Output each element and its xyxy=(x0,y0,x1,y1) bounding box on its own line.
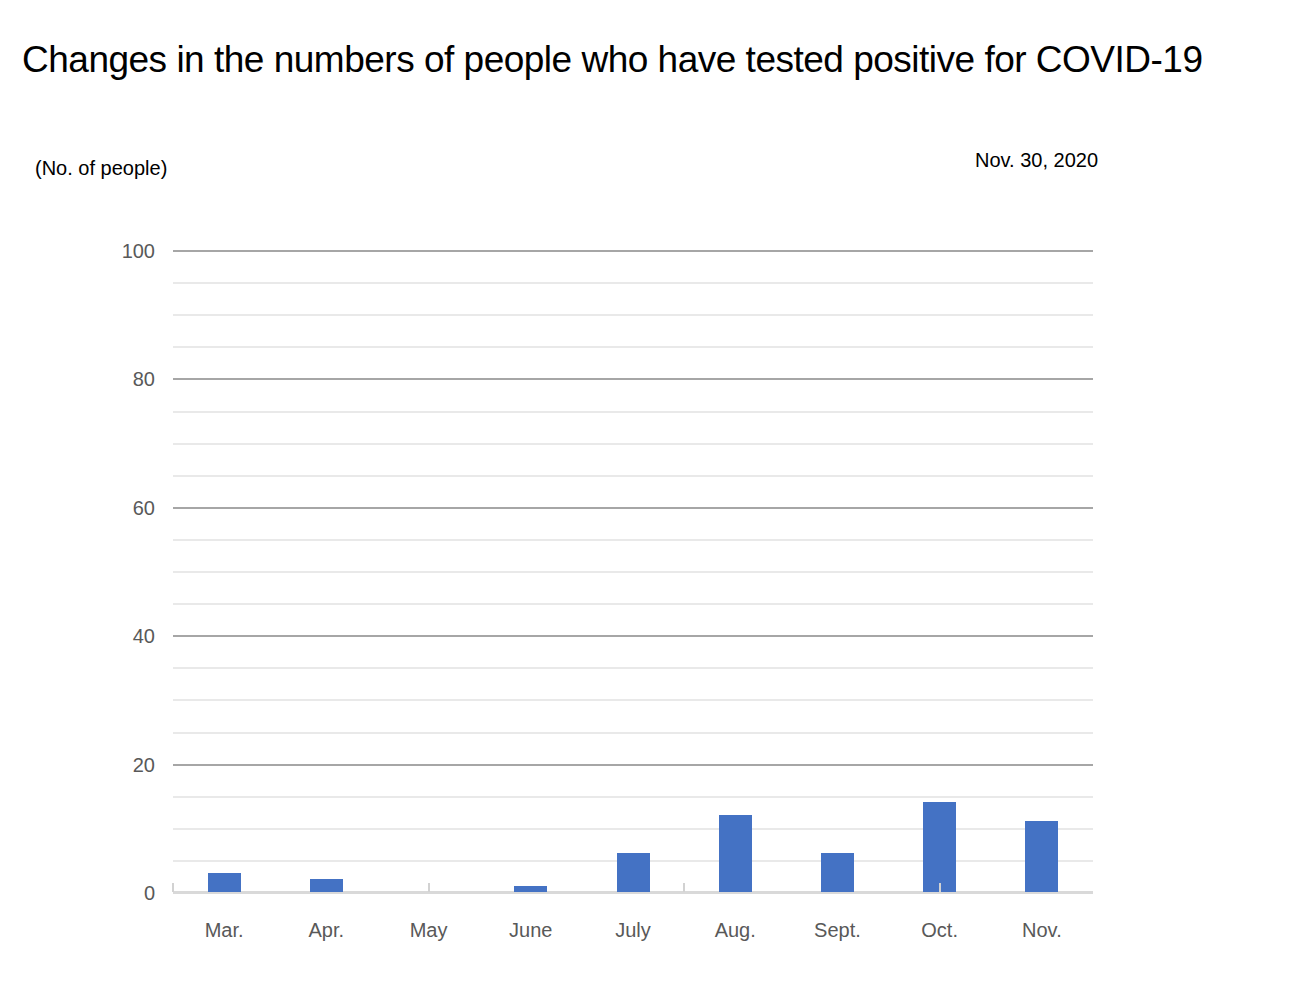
major-gridline xyxy=(173,764,1093,766)
x-axis-label: Apr. xyxy=(271,917,381,943)
x-axis-label: Sept. xyxy=(782,917,892,943)
y-axis-unit-label: (No. of people) xyxy=(35,157,167,180)
minor-gridline xyxy=(173,314,1093,316)
x-axis-tick xyxy=(939,883,941,892)
major-gridline xyxy=(173,250,1093,252)
as-of-date-label: Nov. 30, 2020 xyxy=(975,149,1098,172)
major-gridline xyxy=(173,507,1093,509)
bar-aug xyxy=(719,815,752,892)
x-axis-label: May xyxy=(374,917,484,943)
bar-june xyxy=(514,886,547,892)
bar-nov xyxy=(1025,821,1058,892)
x-axis-label: Nov. xyxy=(987,917,1097,943)
chart-title: Changes in the numbers of people who hav… xyxy=(22,38,1203,82)
minor-gridline xyxy=(173,796,1093,798)
minor-gridline xyxy=(173,732,1093,734)
minor-gridline xyxy=(173,443,1093,445)
plot-area xyxy=(173,251,1093,893)
bar-july xyxy=(617,853,650,892)
bar-sept xyxy=(821,853,854,892)
y-axis-label: 20 xyxy=(20,752,155,778)
minor-gridline xyxy=(173,475,1093,477)
y-axis-label: 80 xyxy=(20,366,155,392)
x-axis-label: July xyxy=(578,917,688,943)
minor-gridline xyxy=(173,411,1093,413)
x-axis-label: Aug. xyxy=(680,917,790,943)
minor-gridline xyxy=(173,346,1093,348)
major-gridline xyxy=(173,378,1093,380)
bar-mar xyxy=(208,873,241,892)
x-axis-tick xyxy=(428,883,430,892)
x-axis-label: June xyxy=(476,917,586,943)
y-axis-label: 100 xyxy=(20,238,155,264)
major-gridline xyxy=(173,635,1093,637)
y-axis-label: 0 xyxy=(20,880,155,906)
minor-gridline xyxy=(173,571,1093,573)
x-axis-label: Mar. xyxy=(169,917,279,943)
bar-oct xyxy=(923,802,956,892)
y-axis-label: 60 xyxy=(20,495,155,521)
minor-gridline xyxy=(173,603,1093,605)
x-axis-tick xyxy=(172,883,174,892)
minor-gridline xyxy=(173,282,1093,284)
minor-gridline xyxy=(173,667,1093,669)
x-axis-tick xyxy=(683,883,685,892)
minor-gridline xyxy=(173,699,1093,701)
y-axis-label: 40 xyxy=(20,623,155,649)
minor-gridline xyxy=(173,539,1093,541)
bar-apr xyxy=(310,879,343,892)
x-axis-label: Oct. xyxy=(885,917,995,943)
